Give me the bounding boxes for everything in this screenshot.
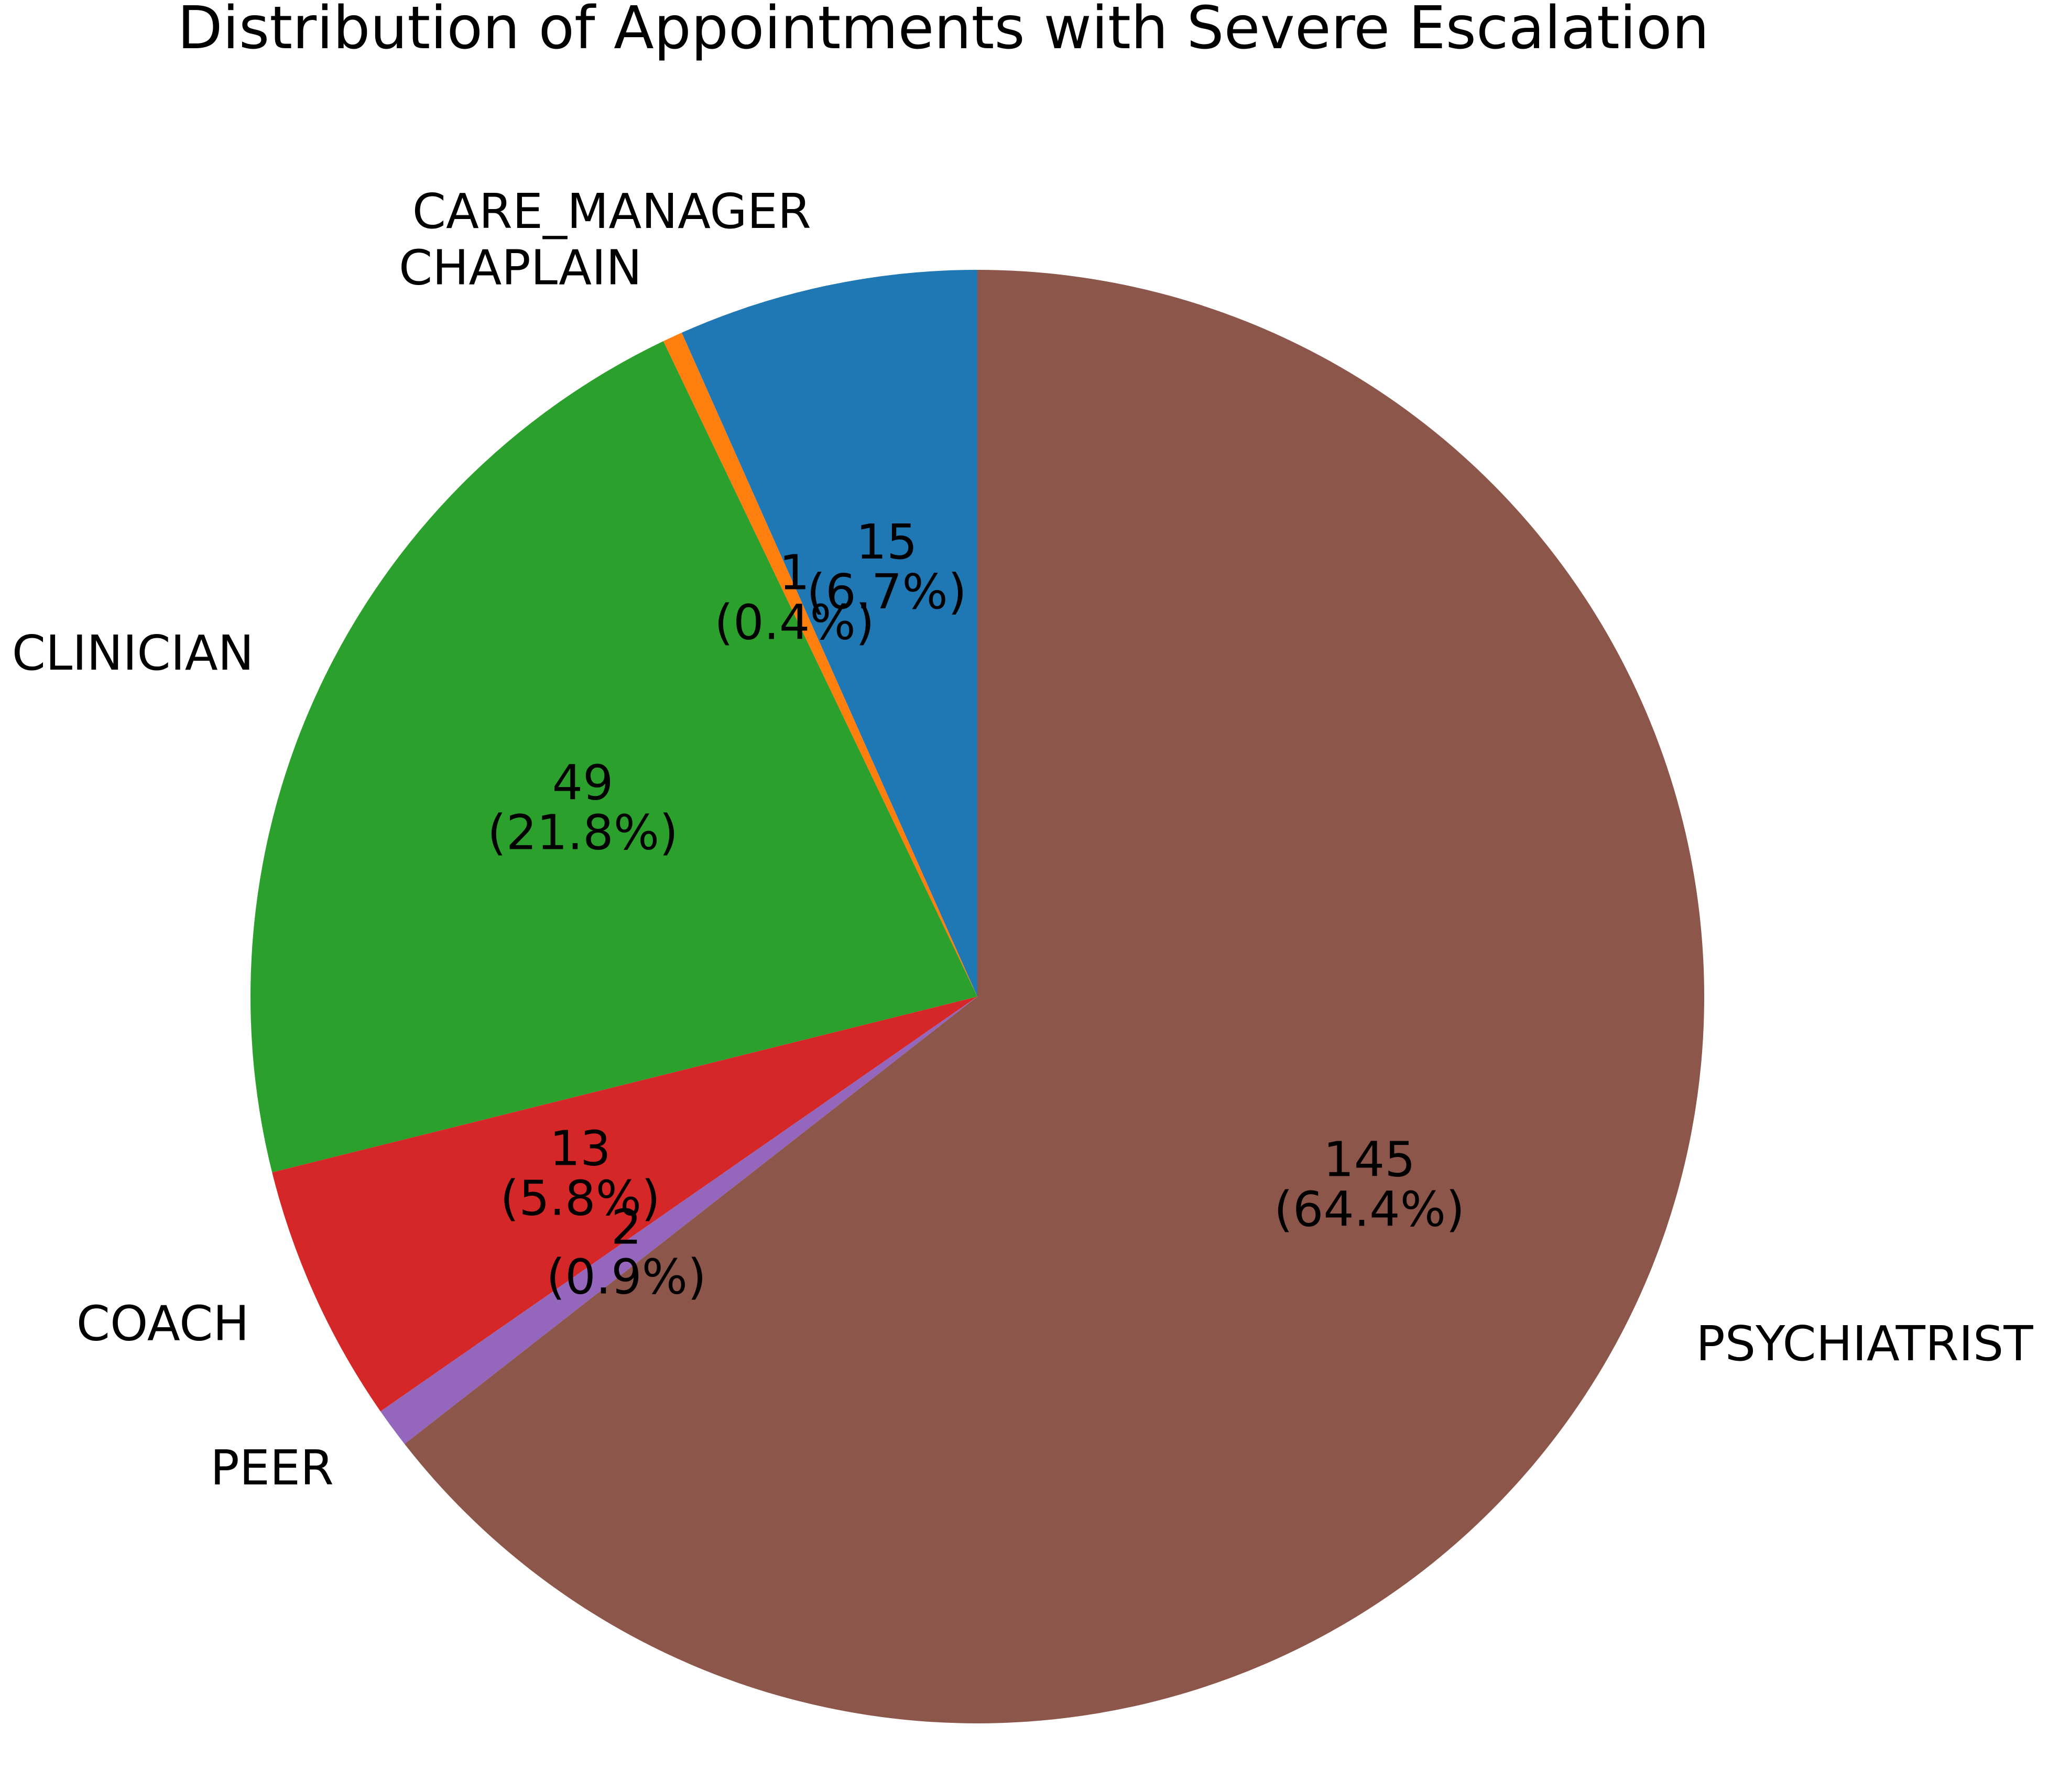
slice-label-clinician: CLINICIAN	[12, 625, 254, 681]
chart-title: Distribution of Appointments with Severe…	[178, 0, 1709, 62]
pie-slice-peer	[380, 997, 977, 1444]
slice-percent-coach: (5.8%)	[500, 1171, 660, 1227]
slice-value-peer: 2	[611, 1199, 642, 1255]
slice-label-peer: PEER	[210, 1440, 334, 1496]
slice-value-clinician: 49	[552, 755, 613, 811]
slice-label-care-manager: CARE_MANAGER	[412, 183, 811, 239]
slice-label-psychiatrist: PSYCHIATRIST	[1696, 1316, 2033, 1372]
slice-percent-care-manager: (6.7%)	[807, 564, 967, 620]
slice-percent-psychiatrist: (64.4%)	[1274, 1182, 1465, 1238]
slice-value-care-manager: 15	[856, 514, 917, 570]
pie-slice-coach	[272, 997, 977, 1412]
slice-label-chaplain: CHAPLAIN	[399, 239, 642, 296]
pie-slice-psychiatrist	[405, 270, 1705, 1724]
pie-slice-clinician	[250, 341, 977, 1173]
pie-slices	[250, 270, 1705, 1724]
pie-slice-chaplain	[663, 332, 977, 997]
slice-value-coach: 13	[550, 1121, 611, 1177]
slice-percent-chaplain: (0.4%)	[714, 594, 875, 650]
slice-percent-clinician: (21.8%)	[487, 805, 678, 861]
slice-label-coach: COACH	[77, 1296, 249, 1352]
slice-value-chaplain: 1	[779, 544, 810, 600]
slice-value-psychiatrist: 145	[1323, 1132, 1415, 1188]
pie-labels: CARE_MANAGER 15(6.7%) CHAPLAIN 1(0.4%) CLINI…	[12, 183, 2034, 1496]
pie-slice-care-manager	[681, 270, 977, 997]
slice-percent-peer: (0.9%)	[546, 1249, 706, 1305]
